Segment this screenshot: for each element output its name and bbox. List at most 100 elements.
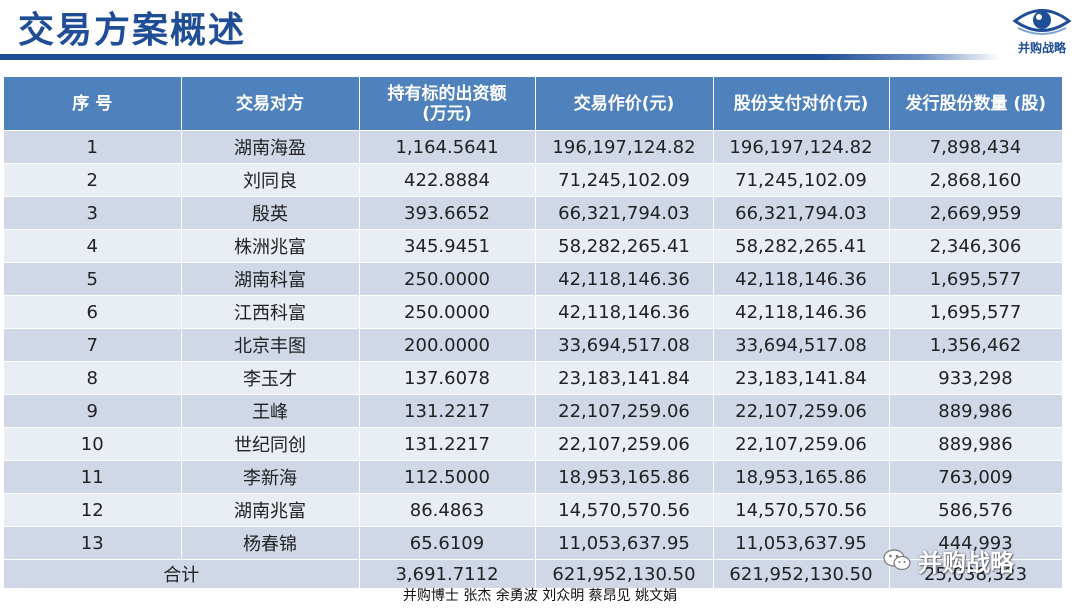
- cell-price: 42,118,146.36: [535, 295, 714, 329]
- cell-share-payment: 71,245,102.09: [713, 163, 890, 197]
- cell-counterparty: 北京丰图: [181, 328, 360, 362]
- cell-serial: 6: [4, 295, 182, 329]
- header-share-count: 发行股份数量 (股): [889, 77, 1062, 131]
- cell-price: 14,570,570.56: [535, 493, 714, 527]
- cell-serial: 3: [4, 196, 182, 230]
- cell-serial: 1: [4, 130, 182, 164]
- header-share-payment: 股份支付对价(元): [713, 77, 890, 131]
- cell-counterparty: 李新海: [181, 460, 360, 494]
- table-row: 13 杨春锦 65.6109 11,053,637.95 11,053,637.95 44…: [4, 526, 1063, 560]
- cell-serial: 13: [4, 526, 182, 560]
- header-counterparty: 交易对方: [181, 77, 360, 131]
- cell-share-payment: 22,107,259.06: [713, 394, 890, 428]
- cell-capital: 86.4863: [359, 493, 536, 527]
- cell-capital: 393.6652: [359, 196, 536, 230]
- cell-price: 66,321,794.03: [535, 196, 714, 230]
- cell-serial: 8: [4, 361, 182, 395]
- cell-share-count: 1,695,577: [889, 295, 1063, 329]
- cell-price: 22,107,259.06: [535, 427, 714, 461]
- cell-capital: 1,164.5641: [359, 130, 536, 164]
- table-row: 10 世纪同创 131.2217 22,107,259.06 22,107,259.06…: [4, 427, 1063, 461]
- cell-serial: 12: [4, 493, 182, 527]
- page-title: 交易方案概述: [18, 10, 247, 51]
- cell-capital: 131.2217: [359, 394, 536, 428]
- author-footer: 并购博士 张杰 余勇波 刘众明 蔡昂见 姚文娟: [402, 588, 678, 604]
- cell-share-count: 7,898,434: [889, 130, 1063, 164]
- table-row: 7 北京丰图 200.0000 33,694,517.08 33,694,517.08 1…: [4, 328, 1063, 362]
- cell-price: 22,107,259.06: [535, 394, 714, 428]
- cell-price: 58,282,265.41: [535, 229, 714, 263]
- cell-share-payment: 66,321,794.03: [713, 196, 890, 230]
- header-price: 交易作价(元): [535, 77, 714, 131]
- cell-capital: 200.0000: [359, 328, 536, 362]
- total-share-count: 25,038,323: [889, 559, 1063, 588]
- table-header-row: 序 号 交易对方 持有标的出资额 (万元) 交易作价(元) 股份支付对价(元) …: [4, 77, 1062, 131]
- cell-price: 11,053,637.95: [535, 526, 714, 560]
- cell-serial: 7: [4, 328, 182, 362]
- table-row: 3 殷英 393.6652 66,321,794.03 66,321,794.03 2,6…: [4, 196, 1063, 230]
- cell-counterparty: 殷英: [181, 196, 360, 230]
- cell-capital: 345.9451: [359, 229, 536, 263]
- table-row: 5 湖南科富 250.0000 42,118,146.36 42,118,146.36 1…: [4, 262, 1063, 296]
- table-row: 11 李新海 112.5000 18,953,165.86 18,953,165.86 7…: [4, 460, 1063, 494]
- table-row: 8 李玉才 137.6078 23,183,141.84 23,183,141.84 93…: [4, 361, 1063, 395]
- cell-counterparty: 株洲兆富: [181, 229, 360, 263]
- cell-capital: 422.8884: [359, 163, 536, 197]
- cell-share-count: 889,986: [889, 427, 1063, 461]
- cell-serial: 5: [4, 262, 182, 296]
- cell-capital: 112.5000: [359, 460, 536, 494]
- cell-counterparty: 刘同良: [181, 163, 360, 197]
- table-row: 9 王峰 131.2217 22,107,259.06 22,107,259.06 889…: [4, 394, 1063, 428]
- table-row: 6 江西科富 250.0000 42,118,146.36 42,118,146.36 1…: [4, 295, 1063, 329]
- cell-price: 196,197,124.82: [535, 130, 714, 164]
- cell-capital: 250.0000: [359, 295, 536, 329]
- cell-counterparty: 湖南兆富: [181, 493, 360, 527]
- cell-capital: 250.0000: [359, 262, 536, 296]
- cell-price: 18,953,165.86: [535, 460, 714, 494]
- title-underline: [0, 54, 1000, 60]
- cell-share-payment: 18,953,165.86: [713, 460, 890, 494]
- cell-share-count: 763,009: [889, 460, 1063, 494]
- cell-capital: 131.2217: [359, 427, 536, 461]
- cell-serial: 4: [4, 229, 182, 263]
- cell-share-count: 2,868,160: [889, 163, 1063, 197]
- total-label: 合计: [4, 559, 360, 588]
- cell-share-count: 2,346,306: [889, 229, 1063, 263]
- transaction-table: 序 号 交易对方 持有标的出资额 (万元) 交易作价(元) 股份支付对价(元) …: [4, 77, 1063, 588]
- cell-share-count: 1,356,462: [889, 328, 1063, 362]
- cell-share-count: 2,669,959: [889, 196, 1063, 230]
- cell-share-count: 889,986: [889, 394, 1063, 428]
- cell-counterparty: 湖南海盈: [181, 130, 360, 164]
- total-capital: 3,691.7112: [359, 559, 536, 588]
- cell-serial: 2: [4, 163, 182, 197]
- cell-counterparty: 江西科富: [181, 295, 360, 329]
- cell-share-payment: 58,282,265.41: [713, 229, 890, 263]
- header-capital: 持有标的出资额 (万元): [359, 77, 536, 131]
- total-share-payment: 621,952,130.50: [713, 559, 890, 588]
- cell-price: 33,694,517.08: [535, 328, 714, 362]
- cell-counterparty: 湖南科富: [181, 262, 360, 296]
- cell-capital: 137.6078: [359, 361, 536, 395]
- header-serial: 序 号: [4, 77, 182, 131]
- cell-price: 71,245,102.09: [535, 163, 714, 197]
- eye-icon: [1012, 9, 1072, 35]
- cell-serial: 11: [4, 460, 182, 494]
- wechat-icon: [883, 549, 911, 571]
- cell-share-payment: 33,694,517.08: [713, 328, 890, 362]
- cell-share-payment: 196,197,124.82: [713, 130, 890, 164]
- cell-share-count: 933,298: [889, 361, 1063, 395]
- cell-serial: 9: [4, 394, 182, 428]
- logo-text: 并购战略: [1017, 41, 1066, 55]
- cell-counterparty: 世纪同创: [181, 427, 360, 461]
- cell-price: 23,183,141.84: [535, 361, 714, 395]
- total-price: 621,952,130.50: [535, 559, 714, 588]
- table-row: 1 湖南海盈 1,164.5641 196,197,124.82 196,197,124…: [4, 130, 1063, 164]
- table-row: 12 湖南兆富 86.4863 14,570,570.56 14,570,570.56 5…: [4, 493, 1063, 527]
- cell-capital: 65.6109: [359, 526, 536, 560]
- cell-price: 42,118,146.36: [535, 262, 714, 296]
- cell-counterparty: 李玉才: [181, 361, 360, 395]
- cell-share-count: 586,576: [889, 493, 1063, 527]
- brand-logo: 并购战略: [1006, 4, 1078, 64]
- cell-share-payment: 22,107,259.06: [713, 427, 890, 461]
- cell-share-count: 444,993: [889, 526, 1063, 560]
